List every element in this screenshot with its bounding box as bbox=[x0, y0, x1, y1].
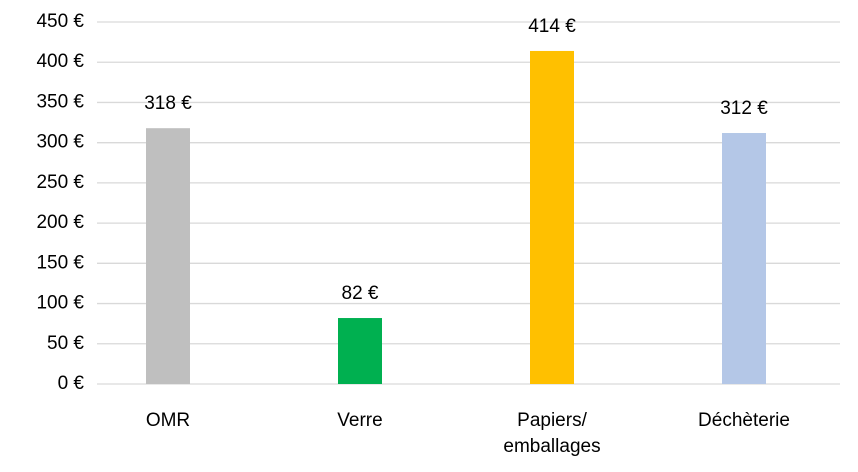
y-tick-label: 250 € bbox=[36, 172, 84, 193]
y-tick-label: 350 € bbox=[36, 91, 84, 112]
bar bbox=[530, 50, 574, 385]
x-tick-label: OMR bbox=[145, 410, 191, 431]
y-tick-label: 450 € bbox=[36, 11, 84, 32]
y-tick-label: 150 € bbox=[36, 252, 84, 273]
bar bbox=[722, 133, 766, 384]
y-tick-label: 100 € bbox=[36, 293, 84, 314]
y-tick-label: 300 € bbox=[36, 132, 84, 153]
y-tick-label: 0 € bbox=[58, 373, 85, 394]
value-label: 414 € bbox=[528, 16, 576, 37]
value-label: 312 € bbox=[720, 98, 768, 119]
x-tick-label: Papiers/ emballages bbox=[503, 410, 601, 457]
y-tick-label: 400 € bbox=[36, 51, 84, 72]
bar bbox=[146, 128, 190, 384]
x-tick-label: Verre bbox=[337, 410, 383, 431]
value-label: 82 € bbox=[342, 283, 379, 304]
value-label: 318 € bbox=[144, 93, 192, 114]
x-tick-label: Déchèterie bbox=[698, 410, 790, 431]
bar bbox=[338, 318, 382, 384]
y-tick-label: 50 € bbox=[47, 333, 84, 354]
y-tick-label: 200 € bbox=[36, 212, 84, 233]
